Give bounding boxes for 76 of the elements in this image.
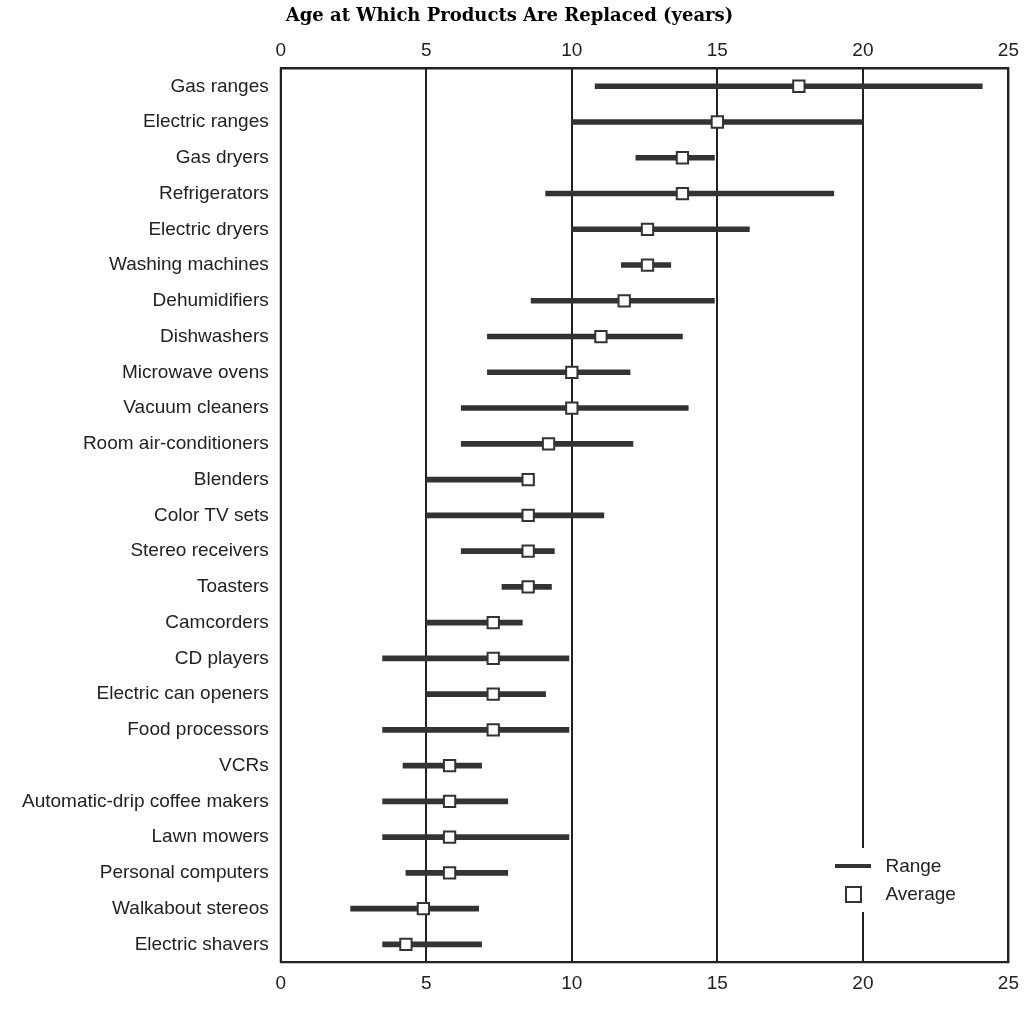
point (710, 115, 725, 129)
bar (487, 369, 631, 376)
bar (382, 726, 570, 733)
point (486, 615, 500, 630)
point (640, 222, 655, 236)
y-tick-label: Lawn mowers (151, 825, 269, 847)
y-tick-label: Room air-conditioners (82, 432, 269, 454)
legend-label: Range (885, 855, 942, 878)
bar (530, 297, 715, 304)
point (486, 651, 500, 665)
x2-tick-label: 10 (561, 971, 583, 993)
y-tick-label: Automatic-drip coffee makers (22, 789, 269, 811)
y-tick-label: VCRs (219, 753, 269, 775)
x2-tick-label: 20 (852, 971, 874, 993)
y-tick-label: Vacuum cleaners (123, 396, 269, 418)
y-tick-label: Gas ranges (170, 74, 269, 96)
y-tick-label: Walkabout stereos (112, 896, 269, 918)
point (442, 758, 457, 773)
x2-tick-label: 15 (706, 971, 728, 993)
x-tick-label: 25 (997, 39, 1019, 61)
y-tick-label: Gas dryers (175, 146, 269, 168)
bar (382, 834, 570, 840)
x2-tick-label: 25 (997, 971, 1019, 993)
bar (460, 440, 634, 447)
y-tick-label: Refrigerators (158, 181, 269, 203)
y-tick-label: Blenders (193, 467, 269, 489)
y-tick-label: Electric shavers (134, 932, 269, 954)
y-tick-label: Electric dryers (148, 217, 269, 239)
point (594, 329, 608, 344)
x2-tick-label: 0 (275, 971, 287, 993)
point (521, 508, 535, 522)
y-tick-label: Toasters (196, 575, 269, 597)
y-tick-label: Stereo receivers (130, 539, 269, 561)
y-tick-label: Electric ranges (143, 110, 269, 132)
point (617, 294, 631, 308)
point (486, 723, 500, 737)
bar (571, 119, 864, 125)
x-tick-label: 15 (706, 39, 728, 61)
point (399, 937, 413, 951)
y-tick-label: Food processors (127, 718, 269, 740)
y-tick-label: Color TV sets (154, 503, 269, 525)
y-tick-label: Electric can openers (96, 682, 269, 704)
y-tick-label: Washing machines (108, 253, 269, 275)
y-tick-label: Microwave ovens (121, 360, 269, 382)
x-tick-label: 20 (852, 39, 874, 61)
bar (460, 405, 689, 411)
point (675, 151, 690, 165)
point (442, 830, 457, 844)
point (442, 866, 457, 880)
point (675, 186, 690, 201)
bar (425, 512, 605, 519)
point (521, 544, 535, 558)
y-tick-label: Dehumidifiers (152, 289, 269, 311)
point (416, 901, 431, 916)
bar (382, 655, 570, 662)
y-tick-label: Dishwashers (159, 324, 269, 346)
y-tick-label: Camcorders (165, 610, 269, 632)
chart-title: Age at Which Products Are Replaced (years) (284, 4, 734, 26)
y-tick-label: Personal computers (99, 861, 269, 883)
point (541, 437, 556, 451)
bar (571, 226, 750, 233)
y-tick-label: CD players (174, 646, 269, 668)
x-tick-label: 0 (275, 39, 287, 61)
x-tick-label: 5 (421, 39, 432, 61)
point (521, 580, 535, 594)
point (521, 472, 535, 487)
bar (594, 83, 983, 90)
point (486, 687, 500, 701)
x2-tick-label: 5 (421, 971, 432, 993)
point (565, 401, 579, 415)
point (640, 258, 655, 272)
point (792, 79, 806, 93)
x-tick-label: 10 (561, 39, 583, 61)
point (442, 794, 457, 808)
legend-label: Average (885, 883, 956, 906)
point (565, 365, 579, 379)
